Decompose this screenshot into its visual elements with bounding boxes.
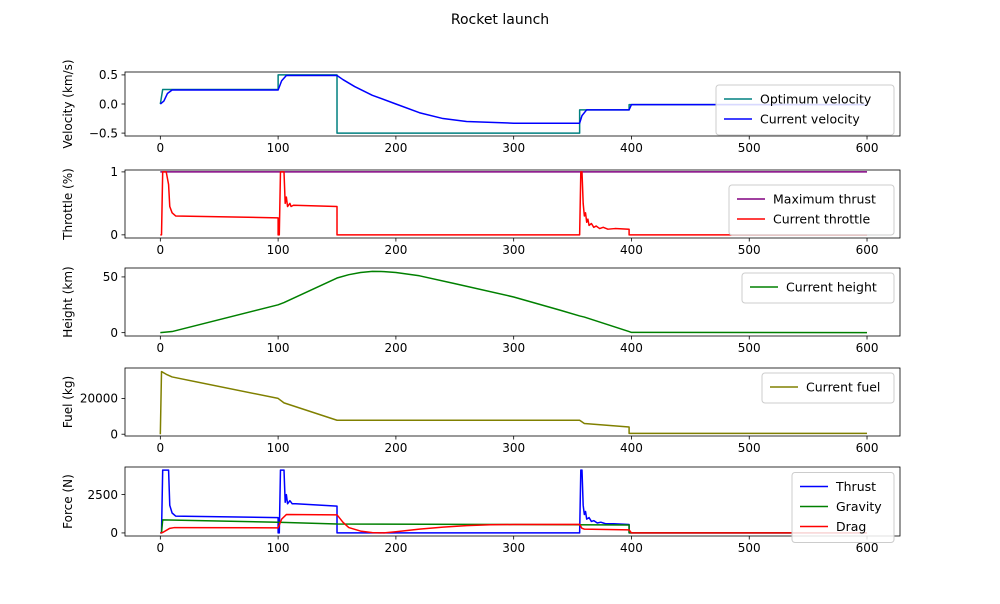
x-tick-label: 0 (157, 243, 165, 257)
x-tick-label: 400 (620, 441, 643, 455)
legend-label: Current velocity (760, 112, 860, 127)
subplot-2: 0 100 200 300 400 500 600 0 1 Throttle (%) Maximum… (61, 165, 901, 257)
subplot-5: 0 100 200 300 400 500 600 0 2500 Force (N) Thrust G… (61, 466, 901, 555)
x-tick-label: 200 (384, 341, 407, 355)
x-tick-label: 400 (620, 341, 643, 355)
y-tick-label: 50 (103, 270, 118, 284)
x-tick-label: 200 (384, 441, 407, 455)
x-tick-label: 600 (856, 341, 879, 355)
x-tick-label: 400 (620, 141, 643, 155)
x-tick-label: 0 (157, 441, 165, 455)
axes-frame (124, 169, 901, 239)
series-group (160, 171, 868, 236)
legend-label: Current height (786, 280, 877, 295)
series-group (160, 270, 868, 334)
x-tick-label: 100 (267, 141, 290, 155)
x-tick-label: 500 (738, 441, 761, 455)
series-line-2 (160, 171, 868, 236)
y-axis-label: Fuel (kg) (61, 376, 75, 428)
y-axis-label: Height (km) (61, 266, 75, 337)
legend-label: Maximum thrust (773, 192, 876, 207)
subplot-4: 0 100 200 300 400 500 600 0 20000 Fuel (kg) Curren… (61, 367, 901, 455)
legend-box (791, 472, 895, 543)
x-tick-label: 300 (502, 243, 525, 257)
legend-box (741, 272, 895, 304)
series-line-1 (160, 270, 868, 334)
x-tick-label: 200 (384, 541, 407, 555)
x-tick-label: 500 (738, 243, 761, 257)
legend-label: Gravity (836, 499, 882, 514)
y-axis-label: Throttle (%) (61, 168, 75, 241)
legend-label: Thrust (835, 479, 876, 494)
x-tick-label: 500 (738, 341, 761, 355)
legend-label: Optimum velocity (760, 92, 872, 107)
x-tick-label: 0 (157, 541, 165, 555)
y-tick-label: 0 (110, 428, 118, 442)
y-tick-label: 0 (110, 228, 118, 242)
y-tick-label: 1 (110, 165, 118, 179)
y-tick-label: 0 (110, 326, 118, 340)
y-tick-label: 0 (110, 526, 118, 540)
x-tick-label: 0 (157, 341, 165, 355)
x-tick-label: 100 (267, 441, 290, 455)
y-axis-label: Force (N) (61, 474, 75, 529)
x-tick-label: 300 (502, 141, 525, 155)
legend-label: Current throttle (773, 212, 871, 227)
legend: Current fuel (761, 372, 895, 404)
legend-label: Current fuel (806, 380, 880, 395)
subplot-3: 0 100 200 300 400 500 600 0 50 Height (km) Current… (61, 266, 901, 355)
series-line-2 (159, 74, 868, 124)
x-tick-label: 300 (502, 441, 525, 455)
legend: Optimum velocity Current velocity (715, 84, 895, 136)
x-tick-label: 200 (384, 243, 407, 257)
legend-label: Drag (836, 519, 866, 534)
x-tick-label: 500 (738, 541, 761, 555)
legend-box (728, 184, 895, 236)
series-line-1 (159, 370, 868, 435)
x-tick-label: 100 (267, 341, 290, 355)
legend-box (761, 372, 895, 404)
x-tick-label: 600 (856, 243, 879, 257)
series-line-3 (160, 513, 868, 534)
x-tick-label: 300 (502, 341, 525, 355)
y-tick-label: 0.5 (99, 68, 118, 82)
x-tick-label: 0 (157, 141, 165, 155)
x-tick-label: 200 (384, 141, 407, 155)
axes-frame (124, 367, 901, 437)
legend: Current height (741, 272, 895, 304)
series-group (159, 74, 868, 134)
x-tick-label: 600 (856, 541, 879, 555)
subplot-1: 0 100 200 300 400 500 600 −0.5 0.0 0.5 Velocity (k… (61, 59, 901, 155)
legend-box (715, 84, 895, 136)
y-tick-label: −0.5 (89, 126, 118, 140)
series-line-2 (160, 519, 868, 534)
series-group (160, 469, 868, 534)
x-tick-label: 100 (267, 541, 290, 555)
axes-frame (124, 466, 901, 537)
y-tick-label: 0.0 (99, 97, 118, 111)
y-tick-label: 2500 (87, 488, 118, 502)
y-tick-label: 20000 (80, 392, 118, 406)
x-tick-label: 600 (856, 141, 879, 155)
axes-frame (124, 267, 901, 337)
legend: Maximum thrust Current throttle (728, 184, 895, 236)
x-tick-label: 600 (856, 441, 879, 455)
x-tick-label: 400 (620, 243, 643, 257)
x-tick-label: 100 (267, 243, 290, 257)
y-axis-label: Velocity (km/s) (61, 59, 75, 148)
x-tick-label: 300 (502, 541, 525, 555)
x-tick-label: 400 (620, 541, 643, 555)
x-tick-label: 500 (738, 141, 761, 155)
series-group (159, 370, 868, 435)
figure-title: Rocket launch (451, 12, 549, 28)
legend: Thrust Gravity Drag (791, 472, 895, 543)
series-line-1 (160, 469, 868, 534)
